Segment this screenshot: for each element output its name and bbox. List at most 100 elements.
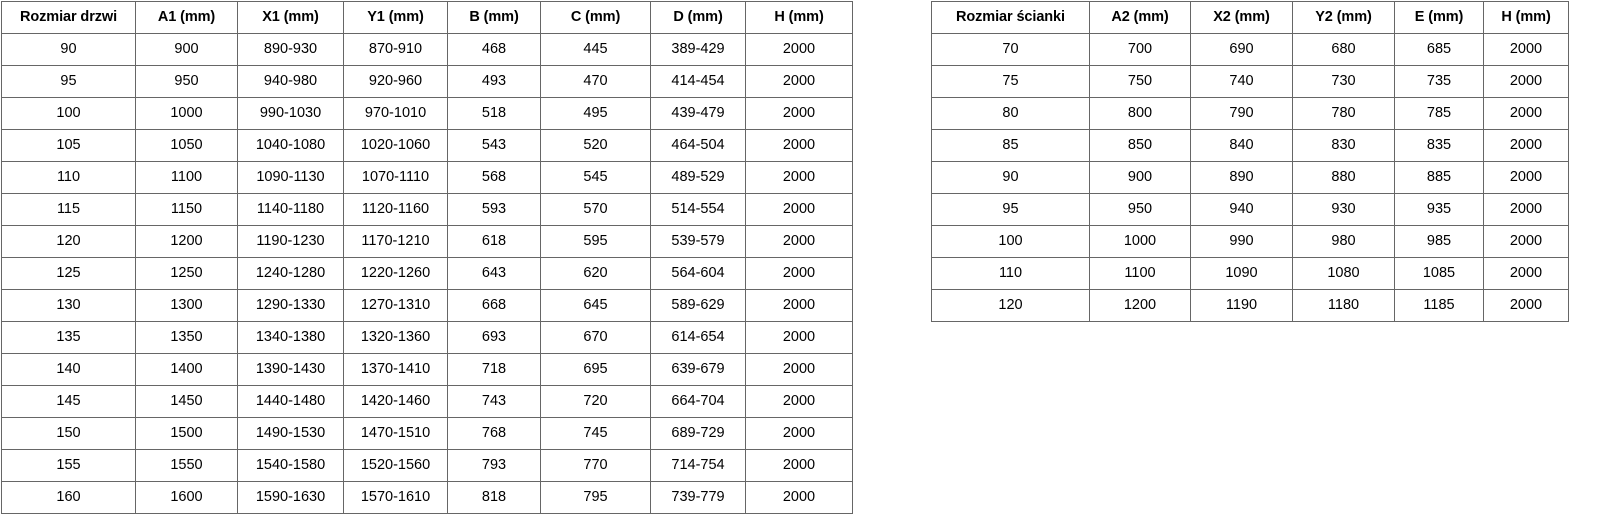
table-row: 95 950 940 930 935 2000 [931,193,1569,226]
table-cell: 1320-1360 [343,321,448,354]
table-cell: 543 [447,129,541,162]
table-cell: 714-754 [650,449,746,482]
table-row: 155 1550 1540-1580 1520-1560 793 770 714-754 20… [1,449,853,482]
door-size-cell: 100 [1,97,136,130]
table-cell: 614-654 [650,321,746,354]
table-cell: 730 [1292,65,1395,98]
table-cell: 930 [1292,193,1395,226]
table-cell: 1440-1480 [237,385,344,418]
table-cell: 2000 [1483,65,1569,98]
table-cell: 520 [540,129,651,162]
door-size-cell: 90 [1,33,136,66]
table-cell: 990-1030 [237,97,344,130]
table-cell: 518 [447,97,541,130]
door-column-header: A1 (mm) [135,1,238,34]
table-cell: 1340-1380 [237,321,344,354]
table-cell: 690 [1190,33,1293,66]
wall-size-cell: 85 [931,129,1090,162]
table-cell: 620 [540,257,651,290]
table-cell: 870-910 [343,33,448,66]
door-size-cell: 110 [1,161,136,194]
table-cell: 1120-1160 [343,193,448,226]
doors-table-head: Rozmiar drzwi A1 (mm) X1 (mm) Y1 (mm) B (mm)… [1,1,853,34]
table-cell: 1500 [135,417,238,450]
door-size-cell: 95 [1,65,136,98]
table-cell: 664-704 [650,385,746,418]
table-cell: 900 [1089,161,1191,194]
table-cell: 850 [1089,129,1191,162]
table-row: 85 850 840 830 835 2000 [931,129,1569,162]
table-cell: 618 [447,225,541,258]
table-cell: 840 [1190,129,1293,162]
wall-column-header: Y2 (mm) [1292,1,1395,34]
table-cell: 920-960 [343,65,448,98]
table-cell: 1100 [1089,257,1191,290]
walls-header-row: Rozmiar ścianki A2 (mm) X2 (mm) Y2 (mm) E (m… [931,1,1569,34]
table-cell: 1090 [1190,257,1293,290]
wall-size-cell: 80 [931,97,1090,130]
table-cell: 2000 [1483,97,1569,130]
door-column-header: B (mm) [447,1,541,34]
table-cell: 414-454 [650,65,746,98]
door-size-cell: 120 [1,225,136,258]
table-cell: 1200 [1089,289,1191,322]
table-row: 145 1450 1440-1480 1420-1460 743 720 664-704 20… [1,385,853,418]
table-cell: 1470-1510 [343,417,448,450]
table-cell: 2000 [745,321,853,354]
wall-size-cell: 100 [931,225,1090,258]
table-cell: 2000 [745,353,853,386]
wall-column-header: X2 (mm) [1190,1,1293,34]
table-cell: 489-529 [650,161,746,194]
table-cell: 693 [447,321,541,354]
table-cell: 1200 [135,225,238,258]
table-cell: 2000 [745,449,853,482]
table-cell: 568 [447,161,541,194]
table-cell: 1085 [1394,257,1484,290]
table-cell: 1180 [1292,289,1395,322]
table-cell: 2000 [1483,289,1569,322]
table-cell: 970-1010 [343,97,448,130]
table-cell: 890-930 [237,33,344,66]
table-cell: 1400 [135,353,238,386]
table-cell: 1220-1260 [343,257,448,290]
table-cell: 2000 [745,257,853,290]
table-row: 105 1050 1040-1080 1020-1060 543 520 464-504 20… [1,129,853,162]
table-cell: 735 [1394,65,1484,98]
table-row: 100 1000 990-1030 970-1010 518 495 439-479 2000 [1,97,853,130]
table-cell: 2000 [745,193,853,226]
table-row: 80 800 790 780 785 2000 [931,97,1569,130]
table-cell: 2000 [745,481,853,514]
table-cell: 670 [540,321,651,354]
table-row: 120 1200 1190 1180 1185 2000 [931,289,1569,322]
table-cell: 950 [135,65,238,98]
door-size-cell: 150 [1,417,136,450]
table-cell: 780 [1292,97,1395,130]
table-row: 75 750 740 730 735 2000 [931,65,1569,98]
wall-size-cell: 90 [931,161,1090,194]
door-size-cell: 105 [1,129,136,162]
table-cell: 795 [540,481,651,514]
table-cell: 1600 [135,481,238,514]
table-cell: 1240-1280 [237,257,344,290]
table-cell: 750 [1089,65,1191,98]
door-column-header: Rozmiar drzwi [1,1,136,34]
door-column-header: X1 (mm) [237,1,344,34]
table-cell: 493 [447,65,541,98]
door-size-cell: 145 [1,385,136,418]
table-cell: 940 [1190,193,1293,226]
table-cell: 1590-1630 [237,481,344,514]
table-cell: 1150 [135,193,238,226]
table-cell: 695 [540,353,651,386]
table-cell: 539-579 [650,225,746,258]
table-cell: 740 [1190,65,1293,98]
wall-column-header: H (mm) [1483,1,1569,34]
doors-table-container: Rozmiar drzwi A1 (mm) X1 (mm) Y1 (mm) B (mm)… [1,1,853,514]
table-cell: 900 [135,33,238,66]
wall-column-header: A2 (mm) [1089,1,1191,34]
table-cell: 1490-1530 [237,417,344,450]
table-cell: 514-554 [650,193,746,226]
table-cell: 2000 [745,33,853,66]
table-row: 160 1600 1590-1630 1570-1610 818 795 739-779 20… [1,481,853,514]
door-size-cell: 140 [1,353,136,386]
door-size-cell: 125 [1,257,136,290]
